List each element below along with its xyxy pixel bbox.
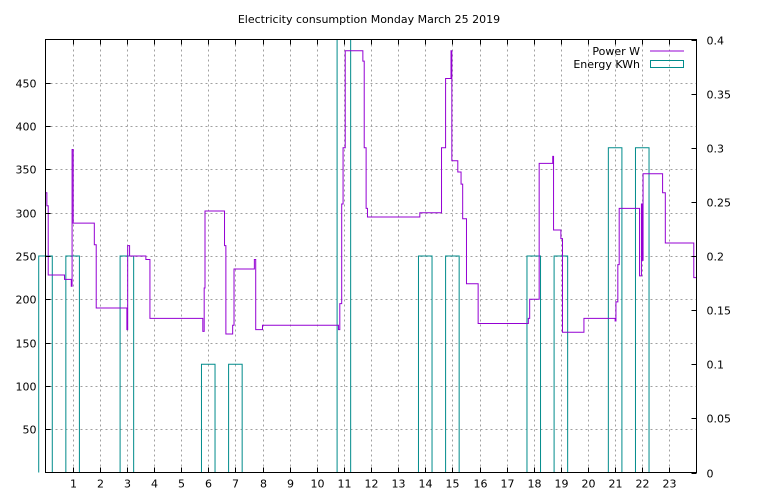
y2-tick-label: 0.4 [707,35,725,48]
y-tick-label: 200 [16,294,37,307]
chart-title: Electricity consumption Monday March 25 … [238,13,500,26]
legend-label-power: Power W [592,45,640,58]
energy-box [445,255,460,473]
energy-box [553,255,569,473]
y-tick-label: 450 [16,78,37,91]
energy-box [634,147,650,473]
x-tick-label: 14 [419,478,433,491]
energy-box [526,255,542,473]
y2-tick-label: 0 [707,468,714,481]
x-tick-label: 16 [474,478,488,491]
x-tick-label: 2 [97,478,104,491]
energy-box [336,39,352,473]
y-tick-label: 300 [16,208,37,221]
energy-box [119,255,135,473]
energy-box [417,255,433,473]
power-series-line [45,50,697,335]
y-tick-label: 150 [16,338,37,351]
x-tick-label: 6 [205,478,212,491]
x-tick-label: 21 [609,478,623,491]
energy-box [607,147,623,473]
x-tick-label: 11 [338,478,352,491]
legend-swatch-energy [650,60,684,68]
x-tick-label: 5 [178,478,185,491]
y2-tick-label: 0.35 [707,89,732,102]
x-tick-label: 15 [446,478,460,491]
x-tick-label: 13 [392,478,406,491]
y2-tick-label: 0.1 [707,359,725,372]
x-tick-label: 22 [636,478,650,491]
x-tick-label: 10 [311,478,325,491]
x-tick-label: 9 [287,478,294,491]
y-tick-label: 50 [23,424,37,437]
y-tick-label: 250 [16,251,37,264]
legend-label-energy: Energy KWh [573,58,640,71]
x-tick-label: 8 [260,478,267,491]
y-tick-label: 400 [16,121,37,134]
x-tick-label: 12 [365,478,379,491]
power-line [45,50,697,335]
axis-ticks: 1 2 3 4 5 6 7 8 9 10 11 12 13 14 15 16 17 18 19 20 21 22 23501… [16,35,732,491]
energy-box [65,255,80,473]
y2-tick-label: 0.25 [707,197,732,210]
x-tick-label: 3 [124,478,131,491]
x-tick-label: 23 [663,478,677,491]
x-tick-label: 19 [555,478,569,491]
energy-box [200,363,216,473]
y2-tick-label: 0.15 [707,305,732,318]
y2-tick-label: 0.05 [707,413,732,426]
grid [45,39,697,473]
energy-boxes [38,39,650,473]
x-tick-label: 17 [501,478,515,491]
x-tick-label: 18 [528,478,542,491]
energy-box [228,363,243,473]
x-tick-label: 20 [582,478,596,491]
x-tick-label: 7 [232,478,239,491]
y2-tick-label: 0.2 [707,251,725,264]
legend: Power W Energy KWh [573,45,684,71]
x-tick-label: 4 [151,478,158,491]
x-tick-label: 1 [70,478,77,491]
y-tick-label: 100 [16,381,37,394]
y-tick-label: 350 [16,164,37,177]
y2-tick-label: 0.3 [707,143,725,156]
